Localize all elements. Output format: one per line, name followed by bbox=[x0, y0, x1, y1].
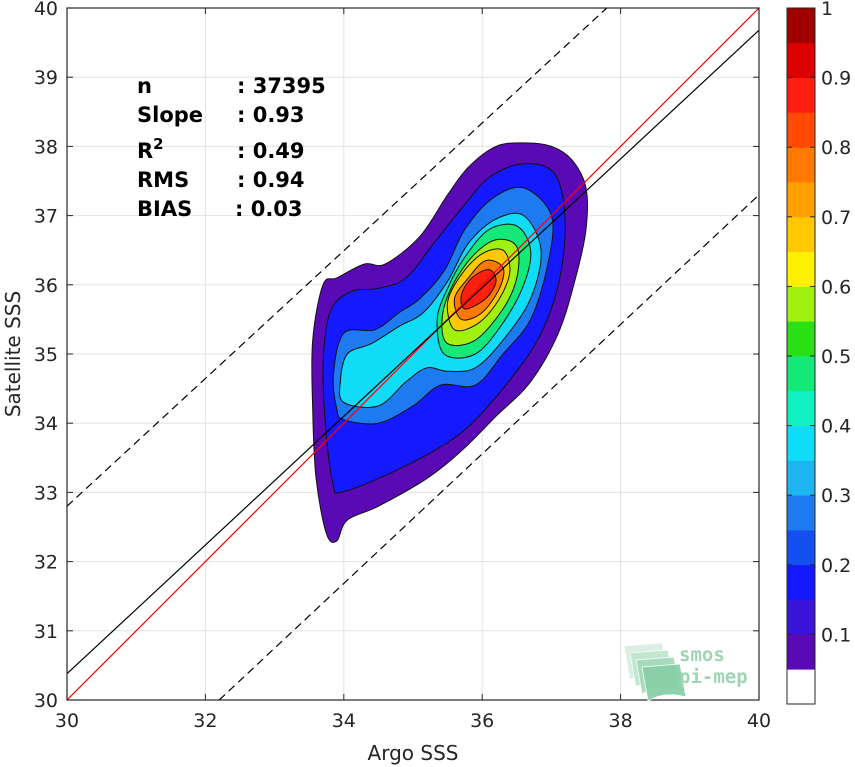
y-tick-label-1: 31 bbox=[34, 621, 58, 643]
logo-wave-3 bbox=[641, 663, 687, 702]
y-tick-label-10: 40 bbox=[34, 0, 58, 20]
colorbar-band-11 bbox=[787, 286, 815, 322]
y-tick-label-9: 39 bbox=[34, 67, 58, 89]
colorbar-band-13 bbox=[787, 216, 815, 252]
colorbar-band-5 bbox=[787, 495, 815, 531]
y-tick-label-0: 30 bbox=[34, 690, 58, 712]
colorbar-band-7 bbox=[787, 425, 815, 461]
stat-label-2: R2 bbox=[137, 135, 164, 163]
colorbar-band-8 bbox=[787, 390, 815, 426]
colorbar-tick-label-7: 0.8 bbox=[821, 137, 851, 159]
y-tick-label-6: 36 bbox=[34, 275, 58, 297]
colorbar-band-4 bbox=[787, 530, 815, 566]
logo-text-smos: smos bbox=[679, 644, 725, 666]
colorbar-band-17 bbox=[787, 77, 815, 113]
colorbar-band-6 bbox=[787, 460, 815, 496]
x-tick-label-2: 34 bbox=[332, 710, 356, 732]
x-tick-label-4: 38 bbox=[609, 710, 633, 732]
lower-bound-line bbox=[218, 194, 759, 700]
x-tick-label-3: 36 bbox=[470, 710, 494, 732]
colorbar-band-16 bbox=[787, 112, 815, 148]
stat-value-2: : 0.49 bbox=[237, 139, 305, 163]
colorbar-tick-label-3: 0.4 bbox=[821, 416, 851, 438]
x-axis-label: Argo SSS bbox=[368, 741, 459, 765]
colorbar-band-1 bbox=[787, 634, 815, 670]
x-tick-label-1: 32 bbox=[193, 710, 217, 732]
x-tick-labels: 30 32 34 36 38 40 bbox=[55, 710, 771, 732]
colorbar-tick-label-1: 0.2 bbox=[821, 555, 851, 577]
colorbar-tick-label-9: 1 bbox=[821, 0, 833, 20]
colorbar-band-19 bbox=[787, 8, 815, 44]
colorbar-tick-label-8: 0.9 bbox=[821, 68, 851, 90]
y-tick-label-7: 37 bbox=[34, 206, 58, 228]
colorbar-band-2 bbox=[787, 599, 815, 635]
y-tick-label-2: 32 bbox=[34, 552, 58, 574]
y-tick-label-5: 35 bbox=[34, 344, 58, 366]
stat-value-4: : 0.03 bbox=[235, 197, 303, 221]
stat-label-0: n bbox=[137, 74, 152, 98]
y-axis-label: Satellite SSS bbox=[1, 291, 25, 417]
reference-lines bbox=[67, 8, 759, 700]
colorbar-tick-label-6: 0.7 bbox=[821, 207, 851, 229]
stat-value-0: : 37395 bbox=[237, 74, 326, 98]
colorbar-tick-label-4: 0.5 bbox=[821, 346, 851, 368]
colorbar-band-0 bbox=[787, 669, 815, 705]
y-tick-label-4: 34 bbox=[34, 413, 58, 435]
logo-text-pimep: pi-mep bbox=[679, 666, 748, 688]
colorbar-band-14 bbox=[787, 182, 815, 218]
colorbar-tick-label-2: 0.3 bbox=[821, 485, 851, 507]
stat-label-4: BIAS bbox=[137, 197, 192, 221]
colorbar-tick-label-5: 0.6 bbox=[821, 276, 851, 298]
statistics-box: n : 37395 Slope : 0.93 R2 : 0.49 RMS : 0.94 BIAS… bbox=[137, 74, 326, 221]
x-tick-label-0: 30 bbox=[55, 710, 79, 732]
y-tick-label-3: 33 bbox=[34, 482, 58, 504]
stat-value-1: : 0.93 bbox=[237, 103, 305, 127]
stat-value-3: : 0.94 bbox=[237, 168, 305, 192]
colorbar: 0.1 0.2 0.3 0.4 0.5 0.6 0.7 0.8 0.9 1 bbox=[786, 0, 851, 705]
identity-line bbox=[67, 8, 759, 700]
colorbar-band-18 bbox=[787, 42, 815, 78]
stat-label-3: RMS bbox=[137, 168, 189, 192]
y-tick-label-8: 38 bbox=[34, 136, 58, 158]
upper-bound-line bbox=[67, 8, 608, 507]
stat-label-1: Slope bbox=[137, 103, 203, 127]
axis-ticks bbox=[66, 7, 760, 701]
y-tick-labels: 30 31 32 33 34 35 36 37 38 39 40 bbox=[34, 0, 58, 712]
colorbar-band-15 bbox=[787, 147, 815, 183]
fit-line bbox=[67, 29, 759, 675]
density-contours bbox=[311, 142, 588, 543]
x-tick-label-5: 40 bbox=[747, 710, 771, 732]
colorbar-band-10 bbox=[787, 321, 815, 357]
colorbar-band-3 bbox=[787, 564, 815, 600]
colorbar-tick-label-0: 0.1 bbox=[821, 624, 851, 646]
colorbar-band-9 bbox=[787, 356, 815, 392]
colorbar-band-12 bbox=[787, 251, 815, 287]
